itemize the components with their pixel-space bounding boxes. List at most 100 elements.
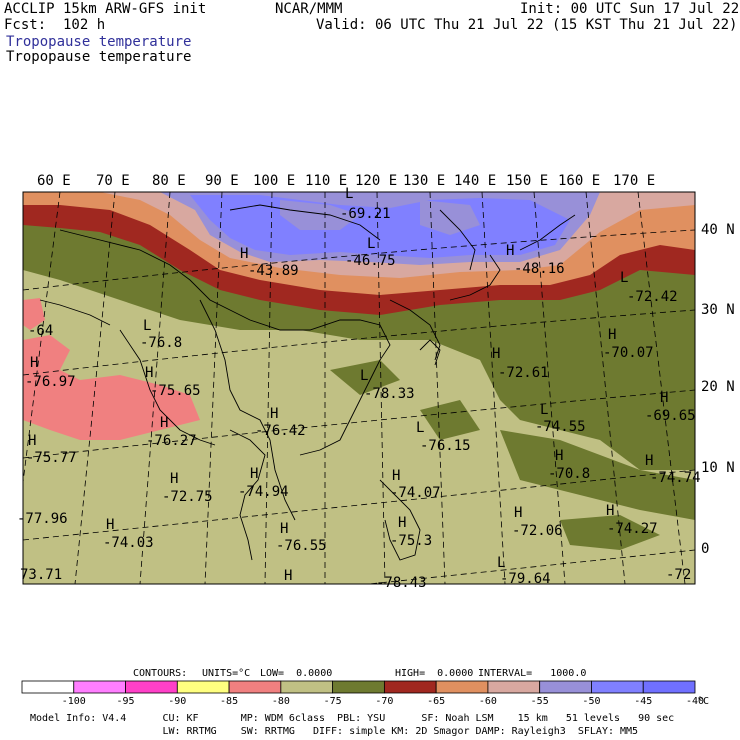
legend-tick-label: -95	[117, 696, 135, 707]
extremum-value: -72.42	[627, 289, 678, 305]
init-time: Init: 00 UTC Sun 17 Jul 22	[520, 1, 740, 17]
high-marker: H	[514, 505, 522, 521]
field-title-primary: Tropopause temperature	[6, 34, 192, 50]
extremum-value: -72	[666, 567, 691, 583]
extremum-value: -74.07	[390, 485, 441, 501]
extremum-value: -70.8	[548, 466, 590, 482]
contours-label: CONTOURS:	[133, 668, 188, 679]
tropopause-temperature-map: 60 E 70 E 80 E 90 E 100 E 110 E 120 E 13…	[17, 173, 735, 591]
high-marker: H	[240, 246, 248, 262]
lon-label: 170 E	[613, 173, 655, 189]
high-marker: H	[250, 466, 258, 482]
high-marker: H	[398, 515, 406, 531]
legend-swatch	[73, 680, 126, 694]
legend-swatch	[21, 680, 75, 694]
model-info-line1: Model Info: V4.4 CU: KF MP: WDM 6class P…	[30, 713, 675, 724]
low-marker: L	[620, 270, 628, 286]
legend-tick-label: -85	[220, 696, 238, 707]
high-marker: H	[280, 521, 288, 537]
legend-tick-label: -45	[634, 696, 652, 707]
low-marker: L	[497, 555, 505, 571]
low-marker: L	[345, 186, 353, 202]
high-marker: H	[160, 415, 168, 431]
legend-tick-label: -75	[324, 696, 342, 707]
valid-time: Valid: 06 UTC Thu 21 Jul 22 (15 KST Thu …	[316, 17, 738, 33]
extremum-value: -76.97	[25, 374, 76, 390]
extremum-value: -46.75	[345, 253, 396, 269]
extremum-value: -74.74	[650, 470, 701, 486]
legend-tick-label: -80	[272, 696, 290, 707]
contours-units: UNITS=°C	[202, 668, 251, 679]
extremum-value: -78.43	[376, 575, 427, 591]
legend-swatch	[642, 680, 696, 694]
org-label: NCAR/MMM	[275, 1, 343, 17]
lon-label: 60 E	[37, 173, 71, 189]
lat-label: 30 N	[701, 302, 735, 318]
legend-tick-label: -65	[427, 696, 445, 707]
lon-label: 140 E	[454, 173, 496, 189]
lat-label: 20 N	[701, 379, 735, 395]
lon-label: 160 E	[558, 173, 600, 189]
legend-tick-label: -100	[62, 696, 86, 707]
legend-swatch	[280, 680, 334, 694]
model-title: ACCLIP 15km ARW-GFS init	[4, 1, 207, 17]
lon-label: 70 E	[96, 173, 130, 189]
high-marker: H	[660, 390, 668, 406]
lat-label: 0	[701, 541, 709, 557]
longitude-labels: 60 E 70 E 80 E 90 E 100 E 110 E 120 E 13…	[37, 173, 655, 189]
legend-tick-label: -70	[375, 696, 393, 707]
high-marker: H	[606, 503, 614, 519]
high-marker: H	[555, 448, 563, 464]
lat-label: 40 N	[701, 222, 735, 238]
extremum-value: -74.03	[103, 535, 154, 551]
extremum-value: -75.65	[150, 383, 201, 399]
extremum-value: -72.06	[512, 523, 563, 539]
extremum-value: -69.21	[340, 206, 391, 222]
extremum-value: 73.71	[20, 567, 62, 583]
lon-label: 90 E	[205, 173, 239, 189]
lon-label: 110 E	[305, 173, 347, 189]
legend-swatch	[435, 680, 489, 694]
extremum-value: -74.94	[238, 484, 289, 500]
shaded-field	[23, 192, 695, 584]
high-marker: H	[270, 406, 278, 422]
extremum-value: -70.07	[603, 345, 654, 361]
extremum-value: -69.65	[645, 408, 696, 424]
extremum-value: -75.77	[26, 450, 77, 466]
legend-tick-label: -50	[582, 696, 600, 707]
map-frame	[22, 191, 696, 585]
lon-label: 150 E	[506, 173, 548, 189]
high-marker: H	[506, 243, 514, 259]
extrema-labels: H -43.89 L -46.75 L -69.21 H -48.16 L -7…	[17, 186, 701, 591]
high-marker: H	[145, 365, 153, 381]
extremum-value: -74.55	[535, 419, 586, 435]
legend-tick-label: -40	[686, 696, 704, 707]
high-marker: H	[106, 517, 114, 533]
low-marker: L	[367, 236, 375, 252]
high-marker: H	[28, 433, 36, 449]
coastlines	[39, 204, 576, 561]
legend-tick-label: -90	[168, 696, 186, 707]
latitude-labels: 40 N 30 N 20 N 10 N 0	[701, 222, 735, 557]
legend-unit: °C	[697, 696, 709, 707]
lon-label: 130 E	[403, 173, 445, 189]
extremum-value: -76.42	[255, 423, 306, 439]
forecast-hour: Fcst: 102 h	[4, 17, 106, 33]
legend-swatch	[487, 680, 541, 694]
high-marker: H	[492, 346, 500, 362]
extremum-value: -43.89	[248, 263, 299, 279]
extremum-value: -76.8	[140, 335, 182, 351]
high-marker: H	[392, 468, 400, 484]
extremum-value: -79.64	[500, 571, 551, 587]
extremum-value: -75.3	[390, 533, 432, 549]
extremum-value: -72.61	[498, 365, 549, 381]
low-marker: L	[540, 402, 548, 418]
lat-label: 10 N	[701, 460, 735, 476]
high-marker: H	[170, 471, 178, 487]
legend-tick-label: -60	[479, 696, 497, 707]
extremum-value: -72.75	[162, 489, 213, 505]
contours-low: LOW= 0.0000	[260, 668, 333, 679]
low-marker: L	[360, 368, 368, 384]
extremum-value: -76.15	[420, 438, 471, 454]
extremum-value: -48.16	[514, 261, 565, 277]
